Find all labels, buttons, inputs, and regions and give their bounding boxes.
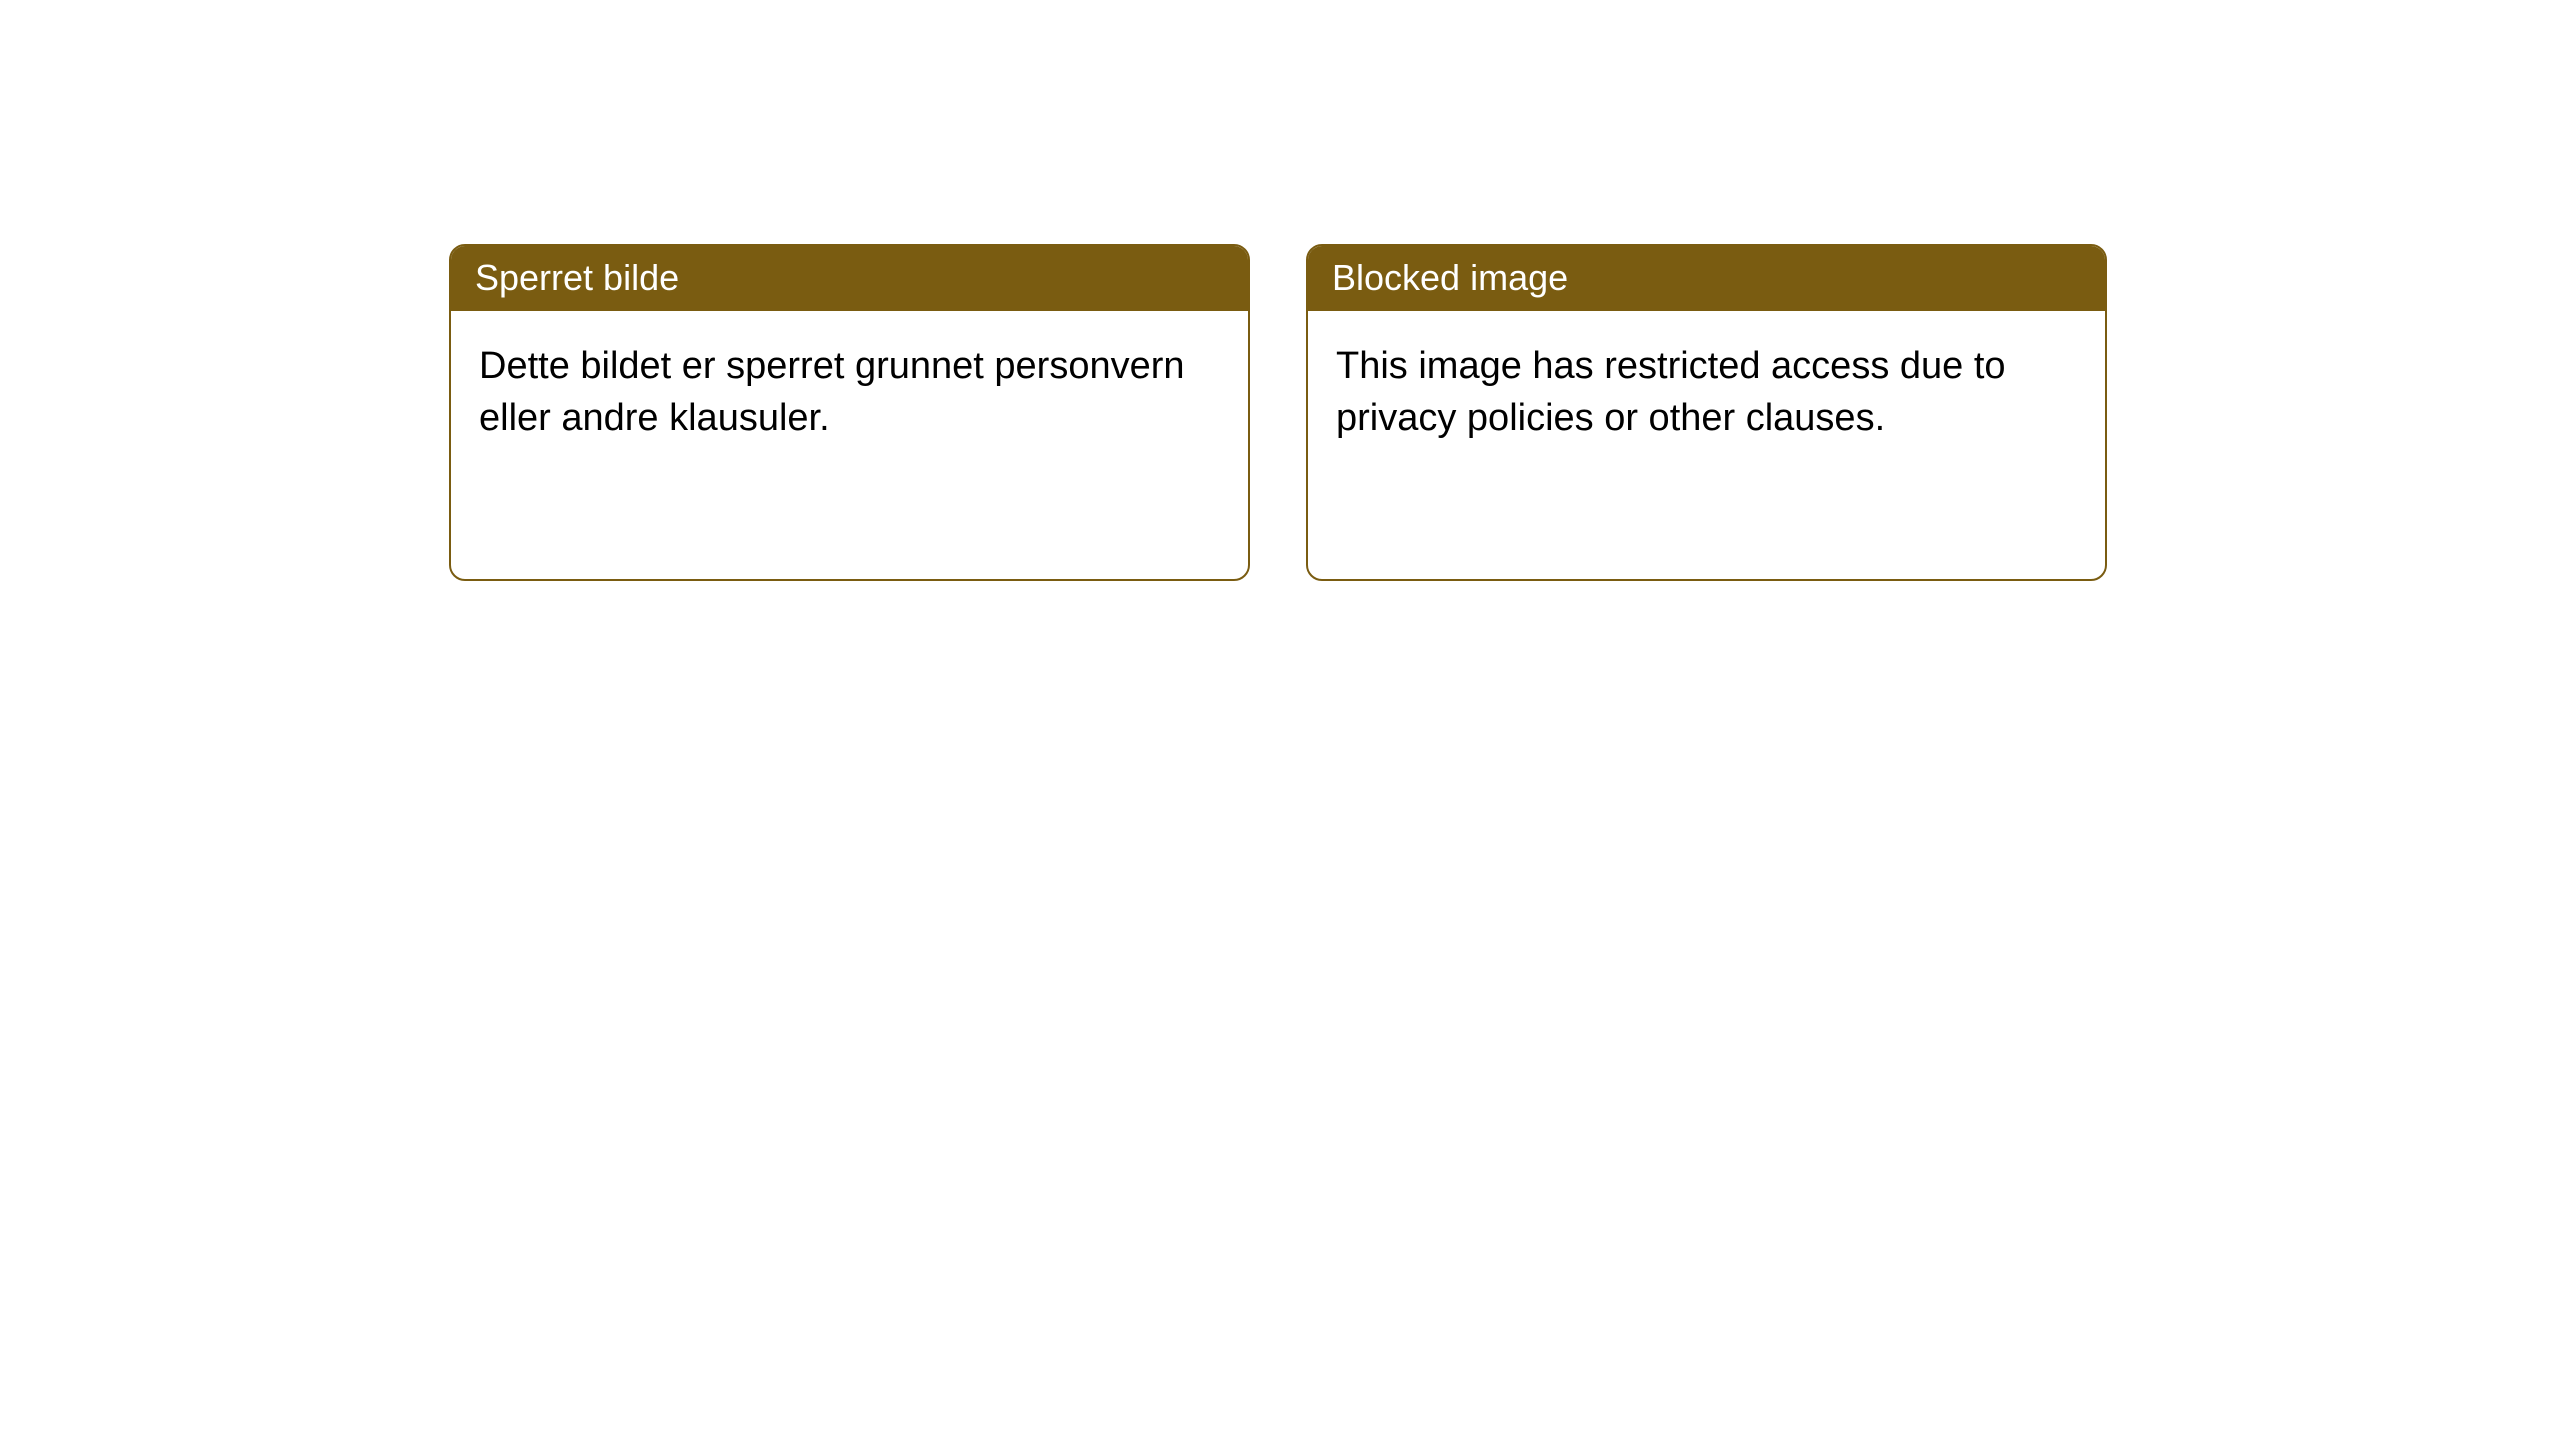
notice-card-no: Sperret bilde Dette bildet er sperret gr… [449, 244, 1250, 581]
notice-body-en: This image has restricted access due to … [1308, 311, 2105, 579]
notice-card-en: Blocked image This image has restricted … [1306, 244, 2107, 581]
notice-title-en: Blocked image [1308, 246, 2105, 311]
notice-container: Sperret bilde Dette bildet er sperret gr… [0, 0, 2560, 581]
notice-body-no: Dette bildet er sperret grunnet personve… [451, 311, 1248, 579]
notice-title-no: Sperret bilde [451, 246, 1248, 311]
